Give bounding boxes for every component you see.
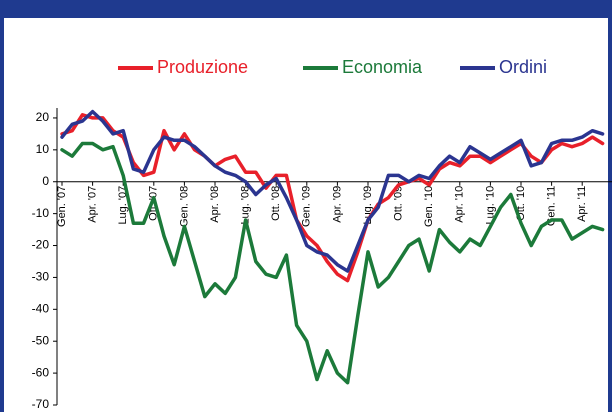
x-tick-label: Gen. '11	[546, 186, 558, 226]
x-tick-label: Apr. '11	[576, 186, 588, 222]
y-tick-label: -70	[32, 397, 50, 411]
x-tick-label: Ott. '08	[270, 186, 282, 221]
x-tick-label: Gen. '10	[423, 186, 435, 227]
y-tick-label: 10	[36, 142, 50, 156]
x-tick-label: Gen. '07	[56, 186, 68, 227]
x-tick-label: Lug. '08	[240, 186, 252, 225]
y-tick-label: -60	[32, 365, 50, 379]
frame-left	[0, 0, 4, 412]
y-tick-label: -30	[32, 270, 50, 284]
x-tick-label: Apr. '10	[454, 186, 466, 223]
y-tick-label: -10	[32, 206, 50, 220]
x-tick-label: Gen. '08	[178, 186, 190, 227]
header-bar	[0, 0, 612, 18]
legend-label: Produzione	[157, 57, 248, 77]
legend-label: Ordini	[499, 57, 547, 77]
frame-right	[608, 0, 612, 412]
y-tick-label: -20	[32, 238, 50, 252]
series-line	[60, 109, 605, 273]
series-line	[60, 113, 605, 283]
x-tick-label: Apr. '07	[87, 186, 99, 223]
y-tick-label: 20	[36, 110, 50, 124]
x-tick-label: Gen. '09	[301, 186, 313, 227]
y-tick-label: -40	[32, 301, 50, 315]
y-tick-label: 0	[42, 174, 49, 188]
y-tick-label: -50	[32, 333, 50, 347]
x-tick-label: Apr. '08	[209, 186, 221, 223]
series-line	[60, 141, 605, 385]
x-tick-label: Apr. '09	[331, 186, 343, 223]
x-tick-label: Ott. '09	[393, 186, 405, 221]
x-tick-label: Lug. '10	[484, 186, 496, 225]
legend-label: Economia	[342, 57, 423, 77]
